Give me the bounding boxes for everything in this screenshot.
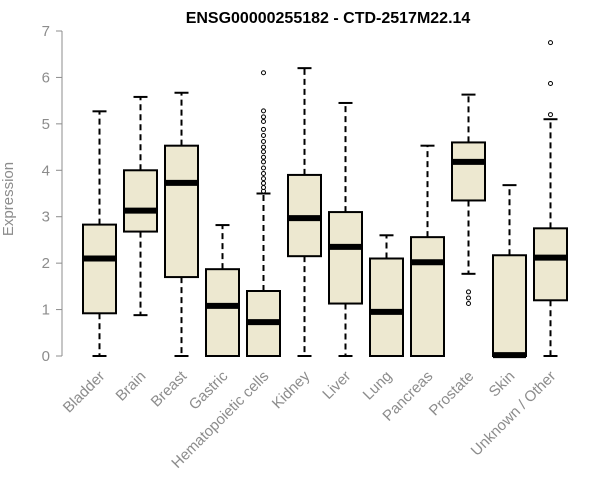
y-tick-label: 6: [42, 69, 50, 86]
box-group: [451, 93, 486, 307]
outlier-point: [261, 171, 266, 177]
outlier-point: [548, 40, 553, 46]
box-group: [205, 224, 240, 357]
outlier-point: [548, 112, 553, 118]
y-tick-label: 5: [42, 116, 50, 133]
box: [533, 227, 568, 302]
box-group: [492, 184, 527, 359]
box: [369, 257, 404, 357]
x-tick-label: Brain: [113, 368, 150, 405]
x-tick-label: Skin: [486, 368, 519, 401]
outlier-point: [261, 119, 266, 125]
box: [492, 254, 527, 357]
y-axis-label: Expression: [0, 162, 17, 236]
x-tick-label: Kidney: [269, 367, 314, 412]
box-group: [410, 144, 445, 357]
box-group: [164, 91, 199, 357]
box: [164, 144, 199, 279]
outlier-point: [261, 149, 266, 155]
box: [82, 223, 117, 315]
x-tick-label: Lung: [360, 368, 396, 404]
box: [328, 211, 363, 305]
outlier-point: [261, 144, 266, 150]
box-group: [287, 67, 322, 357]
box-group: [369, 234, 404, 357]
outlier-point: [261, 180, 266, 186]
outlier-point: [261, 176, 266, 182]
outlier-point: [261, 126, 266, 132]
x-tick-label: Prostate: [426, 368, 478, 420]
outlier-point: [261, 165, 266, 171]
x-tick-label: Breast: [148, 367, 191, 410]
outlier-point: [261, 139, 266, 144]
y-tick-label: 1: [42, 302, 50, 319]
box: [410, 236, 445, 357]
box-group: [123, 95, 158, 317]
x-tick-label: Bladder: [60, 368, 109, 417]
outlier-point: [261, 114, 266, 120]
y-tick-label: 7: [42, 23, 50, 40]
outlier-point: [466, 301, 471, 307]
y-tick-label: 2: [42, 255, 50, 272]
y-tick-label: 0: [42, 348, 50, 365]
x-tick-label: Liver: [319, 368, 354, 403]
outlier-point: [548, 80, 553, 86]
outlier-point: [261, 132, 266, 138]
y-axis: 0 1 2 3 4 5 6 7: [42, 23, 63, 365]
box-group: [533, 40, 568, 357]
plot-area: [82, 40, 568, 359]
outlier-point: [466, 289, 471, 295]
box: [451, 141, 486, 202]
outlier-point: [261, 184, 266, 190]
outlier-point: [261, 154, 266, 160]
outlier-point: [261, 70, 266, 76]
outlier-point: [466, 295, 471, 301]
outlier-point: [261, 159, 266, 165]
box-group: [82, 110, 117, 357]
y-tick-label: 3: [42, 209, 50, 226]
box-group: [328, 101, 363, 357]
y-tick-label: 4: [42, 162, 50, 179]
chart-title: ENSG00000255182 - CTD-2517M22.14: [186, 10, 471, 27]
box: [123, 169, 158, 233]
outlier-point: [261, 108, 266, 114]
box: [205, 268, 240, 357]
box-group: [246, 70, 281, 357]
